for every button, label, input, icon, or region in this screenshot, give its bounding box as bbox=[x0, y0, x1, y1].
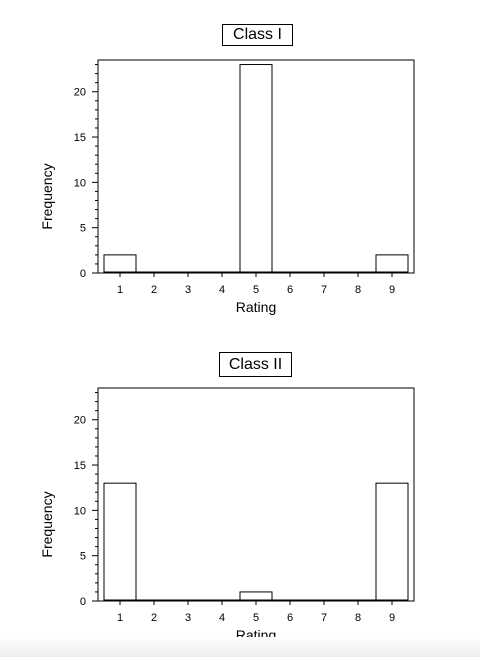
x-tick-label: 1 bbox=[117, 284, 123, 296]
x-tick-label: 2 bbox=[151, 284, 157, 296]
x-tick-label: 4 bbox=[219, 612, 225, 624]
bar-rating-5 bbox=[240, 65, 272, 272]
y-tick-label: 0 bbox=[80, 268, 86, 280]
x-tick-label: 6 bbox=[287, 284, 293, 296]
x-tick-label: 3 bbox=[185, 284, 191, 296]
y-axis-label: Frequency bbox=[39, 163, 55, 229]
y-tick-label: 15 bbox=[74, 132, 86, 144]
bar-rating-1 bbox=[104, 483, 136, 600]
x-tick-label: 7 bbox=[321, 284, 327, 296]
x-tick-label: 6 bbox=[287, 612, 293, 624]
chart-panel-1: 0 5 10 15 20 1 2 3 4 5 6 7 8 9 Rating Frequency bbox=[39, 60, 414, 315]
x-axis-label: Rating bbox=[236, 299, 276, 315]
y-tick-label: 0 bbox=[80, 596, 86, 608]
x-tick-label: 3 bbox=[185, 612, 191, 624]
bar-rating-1 bbox=[104, 255, 136, 272]
y-axis-label: Frequency bbox=[39, 491, 55, 557]
x-tick-label: 5 bbox=[253, 612, 259, 624]
x-tick-label: 9 bbox=[389, 284, 395, 296]
x-tick-label: 4 bbox=[219, 284, 225, 296]
y-tick-label: 5 bbox=[80, 223, 86, 235]
x-tick-label: 1 bbox=[117, 612, 123, 624]
bar-rating-9 bbox=[376, 255, 408, 272]
bar-rating-9 bbox=[376, 483, 408, 600]
y-tick-label: 20 bbox=[74, 415, 86, 427]
y-tick-label: 5 bbox=[80, 551, 86, 563]
x-tick-label: 8 bbox=[355, 284, 361, 296]
y-tick-label: 10 bbox=[74, 505, 86, 517]
y-tick-label: 20 bbox=[74, 87, 86, 99]
window-bottom-edge bbox=[0, 637, 480, 657]
y-tick-label: 10 bbox=[74, 177, 86, 189]
x-tick-label: 9 bbox=[389, 612, 395, 624]
x-tick-label: 7 bbox=[321, 612, 327, 624]
bar-rating-5 bbox=[240, 592, 272, 600]
chart-title-class-ii: Class II bbox=[219, 352, 292, 377]
plot-frame bbox=[98, 388, 414, 601]
x-tick-label: 8 bbox=[355, 612, 361, 624]
x-tick-label: 5 bbox=[253, 284, 259, 296]
y-tick-label: 15 bbox=[74, 460, 86, 472]
x-tick-label: 2 bbox=[151, 612, 157, 624]
chart-title-class-i: Class I bbox=[222, 24, 293, 46]
